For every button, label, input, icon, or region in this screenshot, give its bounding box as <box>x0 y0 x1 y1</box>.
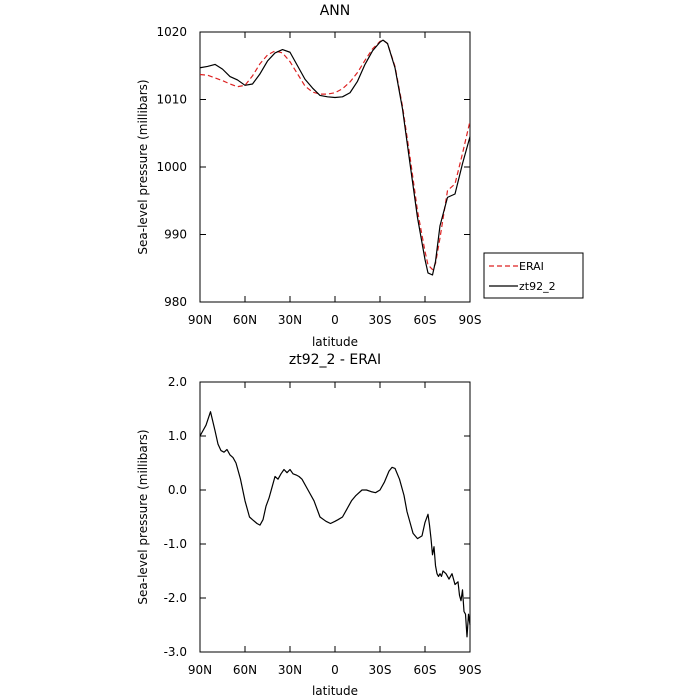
top-x-ticks: 90N 60N 30N 0 30S 60S 90S <box>188 32 482 327</box>
x-tick-label: 90N <box>188 663 212 677</box>
bottom-series-lines <box>199 411 471 638</box>
y-tick-label: 2.0 <box>168 375 187 389</box>
y-tick-label: 1000 <box>156 160 187 174</box>
x-tick-label: 90S <box>459 313 482 327</box>
bottom-panel-title: zt92_2 - ERAI <box>289 352 381 368</box>
y-tick-label: 1010 <box>156 93 187 107</box>
bottom-y-ticks: -3.0 -2.0 -1.0 0.0 1.0 2.0 <box>164 375 470 659</box>
bottom-panel-difference: zt92_2 - ERAI 90N 60N 30N 0 30S 60S 90S -3.0 -2… <box>136 352 481 698</box>
legend-box <box>483 252 584 299</box>
x-tick-label: 0 <box>331 663 339 677</box>
x-tick-label: 30N <box>278 313 302 327</box>
bottom-y-axis-label: Sea-level pressure (millibars) <box>136 429 150 604</box>
x-tick-label: 0 <box>331 313 339 327</box>
top-series-lines <box>199 39 471 276</box>
bottom-plot-frame <box>199 381 471 653</box>
y-tick-label: 0.0 <box>168 483 187 497</box>
bottom-x-ticks: 90N 60N 30N 0 30S 60S 90S <box>188 382 482 677</box>
x-tick-label: 60S <box>414 663 437 677</box>
x-tick-label: 30S <box>369 663 392 677</box>
top-plot-frame <box>199 31 471 303</box>
series-line-erai <box>199 39 471 271</box>
top-panel-title: ANN <box>320 3 351 19</box>
legend-label-zt92-2: zt92_2 <box>519 280 556 293</box>
series-line-zt92-2 <box>199 39 471 276</box>
legend: ERAI zt92_2 <box>483 252 584 299</box>
x-tick-label: 60N <box>233 313 257 327</box>
y-tick-label: -1.0 <box>164 537 187 551</box>
y-tick-label: -3.0 <box>164 645 187 659</box>
y-tick-label: 980 <box>164 295 187 309</box>
y-tick-label: 1020 <box>156 25 187 39</box>
series-line-difference-0 <box>199 411 471 638</box>
top-panel-ssl-annual: ANN 90N 60N 30N 0 30S 60S 90S 980 990 1000 1010 10… <box>136 3 584 349</box>
top-x-axis-label: latitude <box>312 335 358 349</box>
x-tick-label: 90S <box>459 663 482 677</box>
x-tick-label: 30N <box>278 663 302 677</box>
top-y-axis-label: Sea-level pressure (millibars) <box>136 79 150 254</box>
x-tick-label: 60N <box>233 663 257 677</box>
top-y-ticks: 980 990 1000 1010 1020 <box>156 25 470 309</box>
y-tick-label: 990 <box>164 228 187 242</box>
y-tick-label: 1.0 <box>168 429 187 443</box>
x-tick-label: 60S <box>414 313 437 327</box>
y-tick-label: -2.0 <box>164 591 187 605</box>
legend-label-erai: ERAI <box>519 260 544 273</box>
x-tick-label: 90N <box>188 313 212 327</box>
x-tick-label: 30S <box>369 313 392 327</box>
bottom-x-axis-label: latitude <box>312 684 358 698</box>
